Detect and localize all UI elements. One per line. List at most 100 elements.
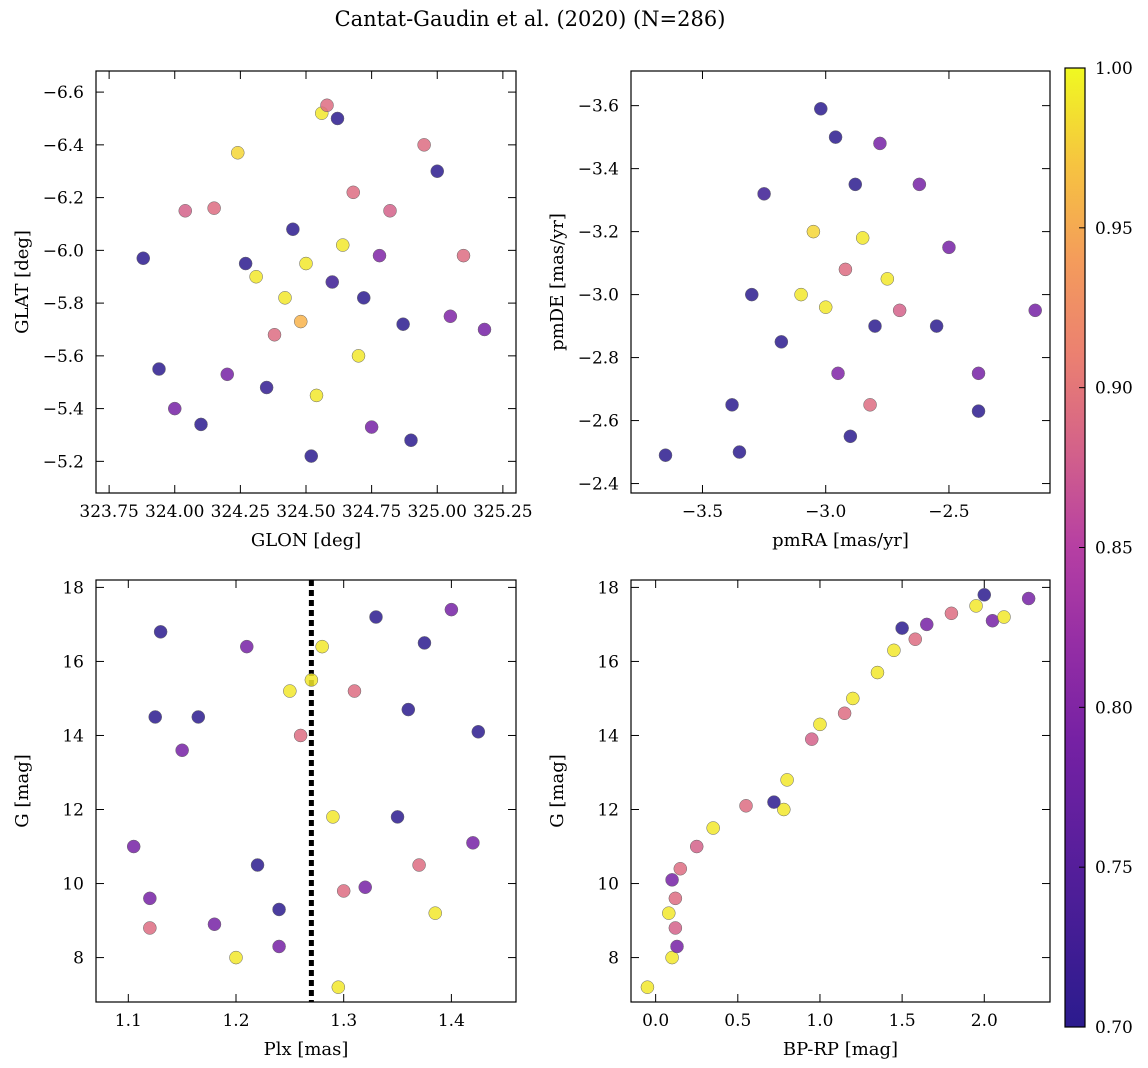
data-point	[837, 706, 852, 721]
data-point	[148, 710, 162, 724]
y-tick-label: −5.4	[43, 400, 84, 420]
data-point	[417, 138, 431, 152]
data-point	[175, 743, 189, 758]
y-tick-label: 8	[73, 949, 84, 969]
data-point	[658, 448, 673, 462]
data-point	[369, 610, 383, 624]
y-tick-label: 10	[597, 875, 619, 895]
y-axis-label: GLAT [deg]	[12, 230, 33, 334]
data-point	[794, 287, 808, 302]
panel-radec: 323.75 324.00 324.25 324.50 324.75 325.00 325.…	[12, 70, 533, 551]
data-point	[153, 625, 168, 639]
y-tick-label: −3.4	[578, 160, 619, 180]
x-tick-label: 0.0	[642, 1011, 669, 1031]
data-point	[191, 710, 206, 724]
y-axis-label: pmDE [mas/yr]	[547, 213, 568, 351]
data-point	[668, 921, 683, 935]
data-point	[250, 858, 265, 872]
data-point	[404, 433, 418, 447]
y-tick-label: −3.2	[578, 223, 619, 243]
data-point	[1028, 303, 1042, 318]
data-point	[471, 725, 486, 739]
colorbar-tick-label: 0.85	[1095, 539, 1133, 559]
x-axis-label: BP-RP [mag]	[783, 1039, 898, 1060]
x-tick-label: 1.3	[330, 1011, 357, 1031]
data-point	[267, 328, 282, 342]
y-axis-label: G [mag]	[12, 754, 33, 827]
colorbar-tick-label: 0.80	[1095, 698, 1133, 718]
data-point	[152, 362, 166, 376]
data-point	[249, 269, 263, 284]
colorbar-tick-label: 0.90	[1095, 379, 1133, 399]
data-point	[929, 319, 944, 333]
scatter-points	[658, 102, 1042, 462]
data-point	[443, 309, 458, 324]
x-tick-label: 2.0	[971, 1011, 998, 1031]
x-tick-label: −3.5	[682, 502, 723, 522]
data-point	[272, 902, 286, 917]
data-point	[640, 980, 655, 994]
data-point	[732, 445, 747, 459]
y-tick-label: 14	[597, 726, 619, 746]
x-tick-label: 324.50	[276, 502, 335, 522]
data-point	[831, 366, 845, 381]
data-point	[780, 773, 794, 787]
y-tick-label: −3.0	[578, 286, 619, 306]
data-point	[813, 717, 827, 732]
y-tick-label: −2.4	[578, 475, 619, 495]
y-tick-label: −5.8	[43, 294, 84, 314]
data-point	[299, 256, 313, 271]
scatter-points	[640, 588, 1036, 994]
y-tick-label: 10	[62, 875, 84, 895]
y-tick-label: −6.0	[43, 241, 84, 261]
data-point	[895, 621, 909, 635]
axes-frame	[630, 579, 1051, 1003]
data-point	[168, 401, 182, 416]
data-point	[774, 335, 789, 349]
data-point	[194, 417, 208, 432]
colorbar-tick-label: 0.70	[1095, 1018, 1133, 1038]
panel-cmd: 0.0 0.5 1.0 1.5 2.0 8 10 12 14 16 18 BP-RP [mag] G […	[547, 578, 1051, 1060]
data-point	[143, 891, 157, 906]
data-point	[372, 248, 387, 263]
axes-frame	[95, 579, 517, 1003]
data-point	[286, 222, 300, 236]
data-point	[278, 291, 292, 305]
data-point	[325, 275, 339, 289]
data-point	[848, 177, 863, 192]
data-point	[777, 802, 791, 817]
data-point	[997, 610, 1011, 624]
data-point	[814, 102, 828, 116]
y-tick-label: −6.4	[43, 136, 84, 156]
data-point	[971, 366, 986, 381]
data-point	[396, 317, 410, 331]
data-point	[336, 884, 351, 898]
y-tick-label: −5.6	[43, 347, 84, 367]
x-tick-label: 1.4	[438, 1011, 465, 1031]
data-point	[347, 684, 362, 698]
data-point	[417, 636, 432, 650]
data-point	[818, 300, 833, 314]
data-point	[456, 248, 471, 263]
x-tick-label: 1.1	[115, 1011, 142, 1031]
data-point	[665, 873, 679, 887]
x-tick-label: −2.5	[928, 502, 969, 522]
data-point	[412, 858, 426, 872]
data-point	[126, 839, 141, 854]
data-point	[293, 728, 308, 743]
data-point	[357, 291, 371, 305]
y-tick-label: −5.2	[43, 452, 84, 472]
y-tick-label: −2.6	[578, 412, 619, 432]
x-tick-label: 324.25	[211, 502, 270, 522]
x-tick-label: −3.0	[805, 502, 846, 522]
y-tick-label: −6.2	[43, 189, 84, 209]
data-point	[238, 256, 253, 271]
data-point	[908, 632, 923, 646]
data-point	[207, 917, 222, 932]
data-point	[351, 349, 366, 363]
data-point	[880, 272, 895, 286]
data-point	[689, 839, 704, 854]
y-tick-label: 18	[62, 578, 84, 598]
data-point	[757, 187, 771, 201]
colorbar-tick-label: 0.95	[1095, 219, 1133, 239]
